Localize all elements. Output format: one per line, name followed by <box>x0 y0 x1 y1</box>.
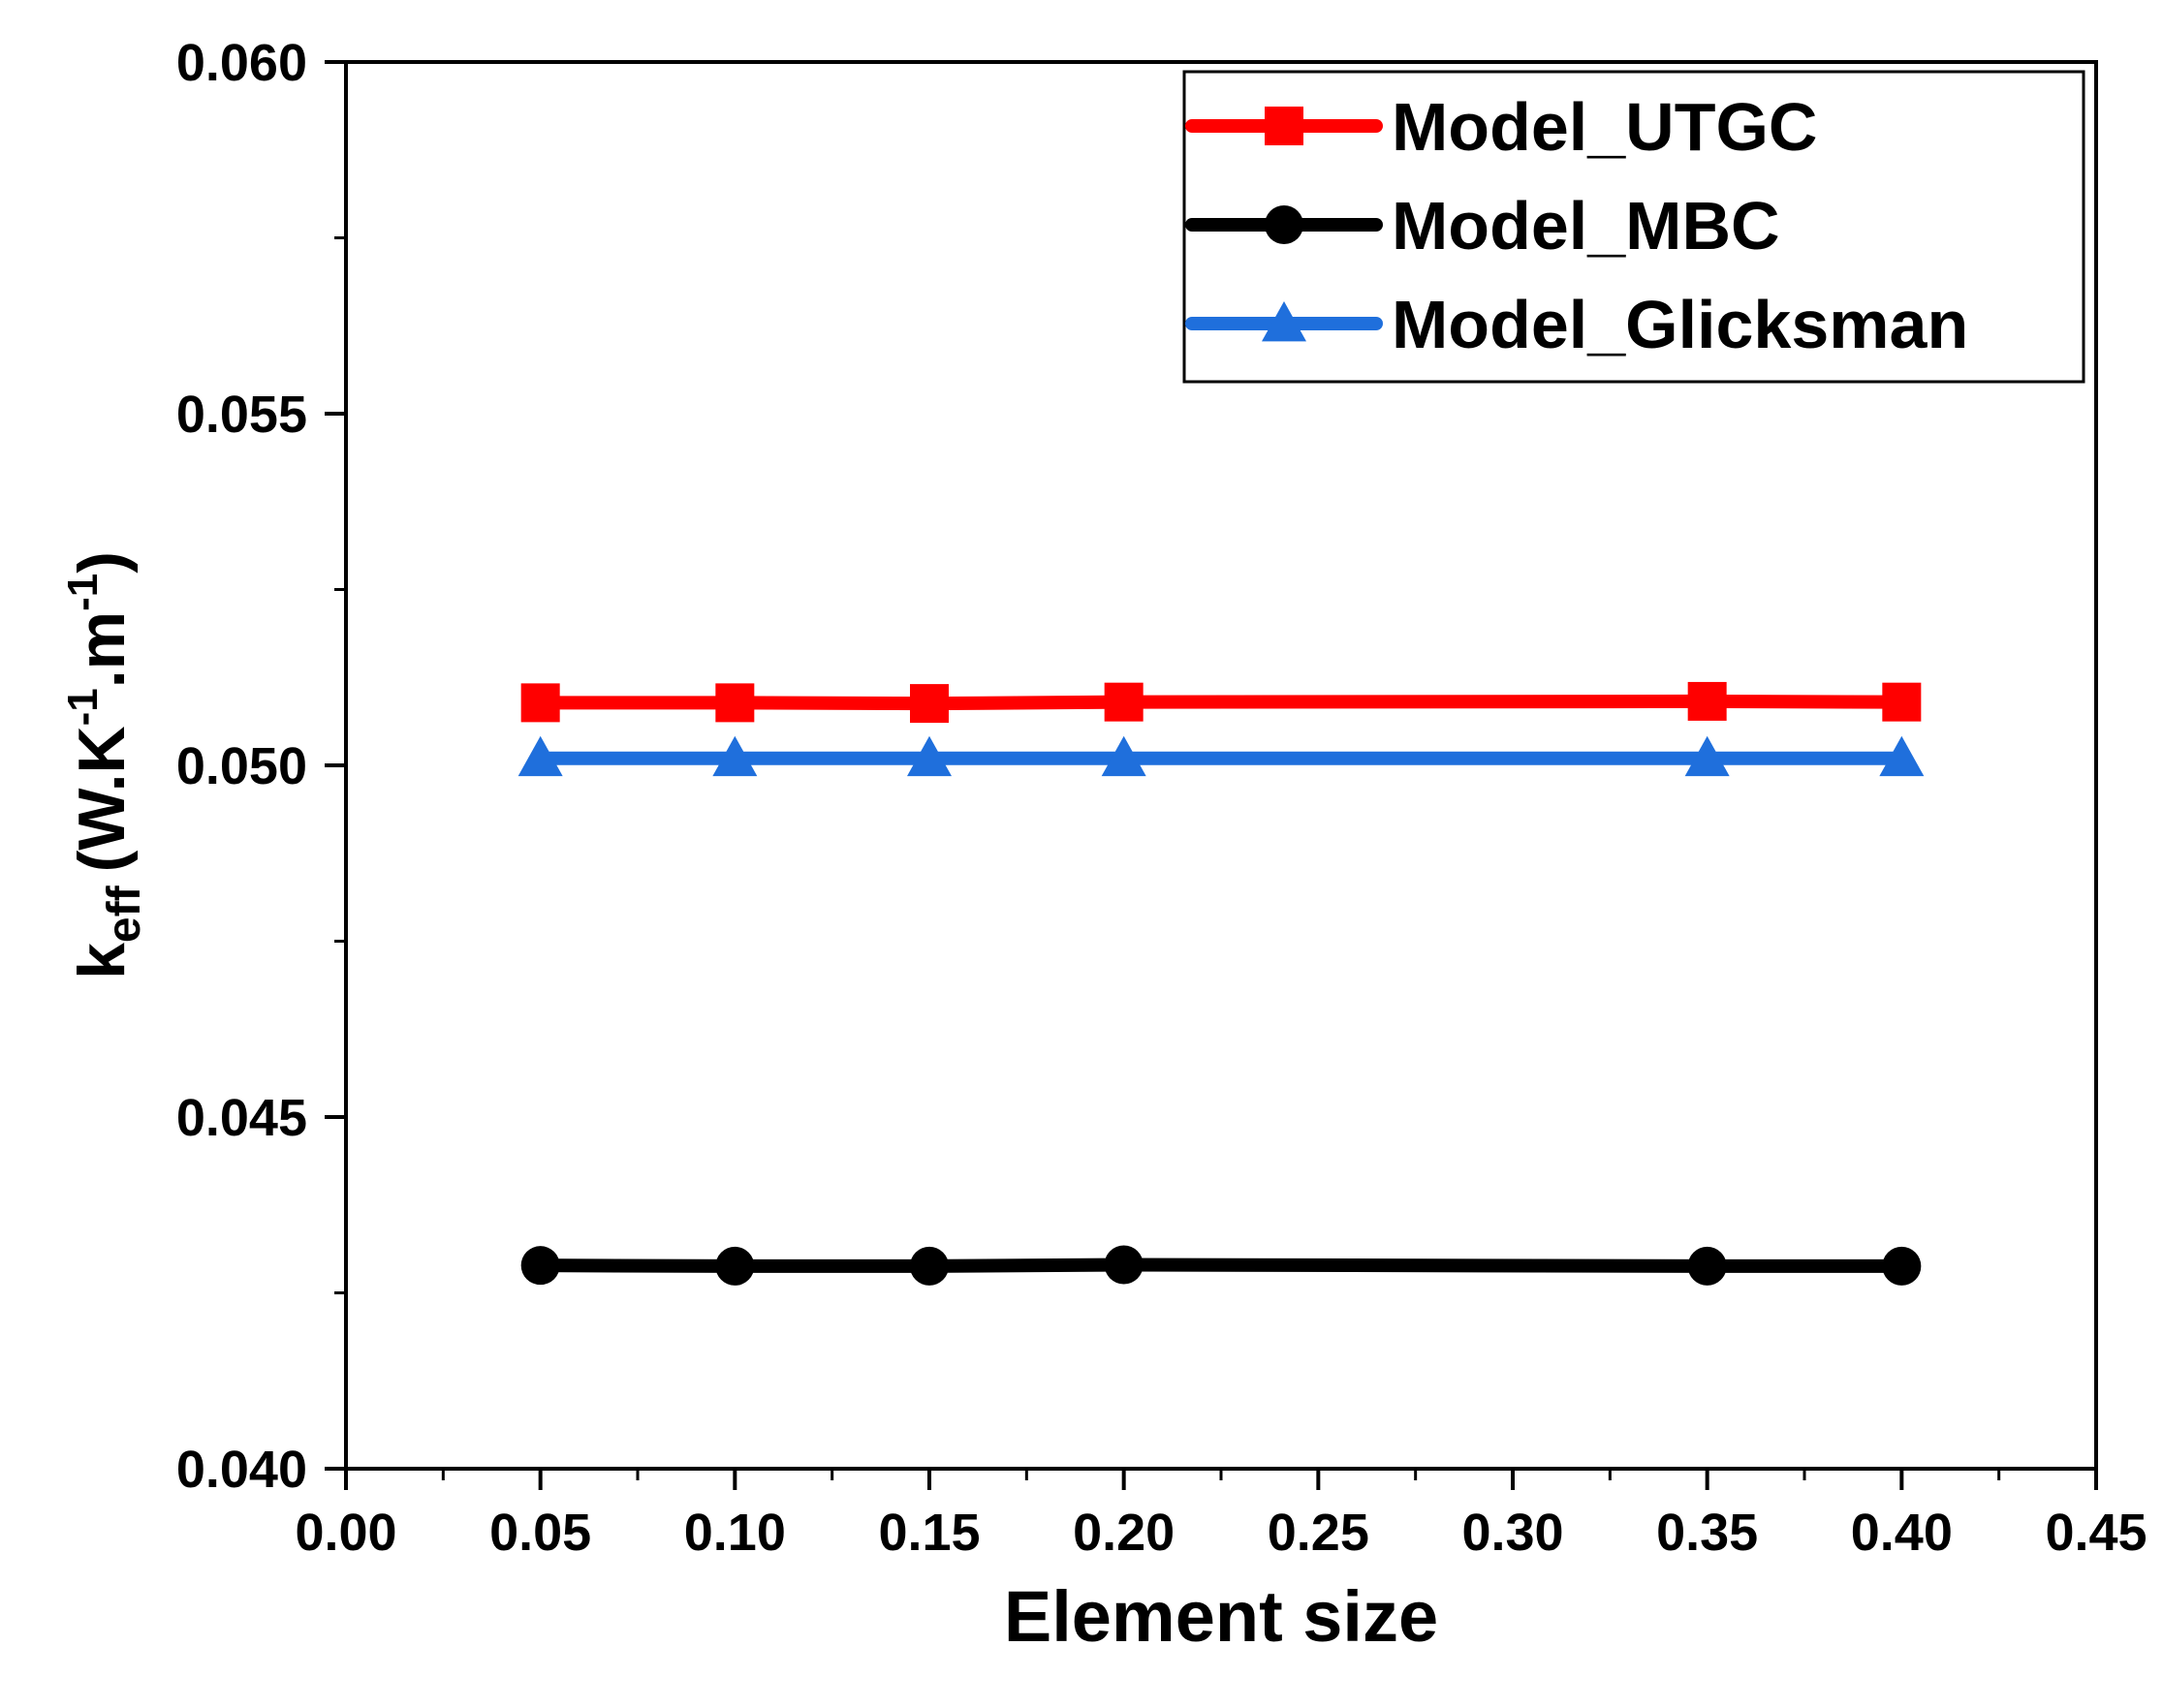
legend-swatch-marker <box>1265 205 1303 244</box>
data-point <box>1104 682 1144 722</box>
series-model-glicksman <box>517 735 1925 777</box>
series-model-mbc <box>520 1245 1922 1286</box>
series-layer <box>517 681 1925 1286</box>
x-axis: 0.00 0.05 0.10 0.15 0.20 0.25 0.30 0.35 0.40 0.45 <box>295 1469 2147 1562</box>
data-point <box>907 735 952 777</box>
x-tick-label: 0.35 <box>1656 1504 1758 1562</box>
x-tick-label: 0.10 <box>684 1504 786 1562</box>
legend-items: Model_UTGC Model_MBC Model_Glicksman <box>1185 89 1968 362</box>
y-axis-exp1: -1 <box>59 688 107 726</box>
y-axis-subscript: eff <box>99 885 150 943</box>
legend-item-model-glicksman: Model_Glicksman <box>1185 287 1968 362</box>
y-axis-units-mid: .m <box>65 611 139 688</box>
legend-item-model-utgc: Model_UTGC <box>1185 89 1817 165</box>
y-axis-symbol: k <box>65 943 139 979</box>
x-tick-label: 0.25 <box>1268 1504 1369 1562</box>
y-tick-label: 0.055 <box>176 386 307 444</box>
series-line <box>540 1258 1902 1273</box>
data-point <box>520 683 560 723</box>
data-point <box>1882 682 1922 722</box>
data-point <box>715 1246 755 1286</box>
x-tick-label: 0.00 <box>295 1504 396 1562</box>
y-tick-label: 0.040 <box>176 1441 307 1499</box>
y-axis-units-suffix: ) <box>65 551 139 574</box>
x-tick-label: 0.40 <box>1851 1504 1953 1562</box>
data-point <box>712 735 758 777</box>
legend-label: Model_MBC <box>1392 188 1780 264</box>
legend-item-model-mbc: Model_MBC <box>1185 188 1780 264</box>
x-tick-label: 0.45 <box>2045 1504 2147 1562</box>
y-tick-label: 0.045 <box>176 1089 307 1147</box>
y-axis: 0.040 0.045 0.050 0.055 0.060 <box>176 34 346 1499</box>
data-point <box>910 684 949 724</box>
data-point <box>1879 735 1925 777</box>
legend-label: Model_UTGC <box>1392 89 1817 165</box>
data-point <box>520 1246 560 1286</box>
y-axis-units-prefix: (W.K <box>65 726 139 872</box>
x-tick-label: 0.20 <box>1073 1504 1175 1562</box>
y-tick-label: 0.050 <box>176 737 307 795</box>
data-point <box>1104 1245 1144 1285</box>
x-tick-label: 0.30 <box>1461 1504 1563 1562</box>
y-tick-label: 0.060 <box>176 34 307 92</box>
data-point <box>1101 735 1146 777</box>
y-axis-exp2: -1 <box>59 574 107 611</box>
x-tick-label: 0.15 <box>878 1504 980 1562</box>
data-point <box>715 683 755 723</box>
legend-swatch-marker <box>1265 107 1303 145</box>
data-point <box>910 1246 949 1286</box>
x-axis-title: Element size <box>1004 1576 1438 1657</box>
y-axis-title: keff(W.K-1.m-1) <box>59 551 150 979</box>
legend-swatch-marker <box>1262 301 1306 342</box>
data-point <box>1882 1246 1922 1286</box>
legend: Model_UTGC Model_MBC Model_Glicksman <box>1182 70 2085 384</box>
series-line <box>540 694 1902 711</box>
data-point <box>1684 735 1730 777</box>
data-point <box>517 735 563 777</box>
legend-label: Model_Glicksman <box>1392 287 1968 362</box>
x-tick-label: 0.05 <box>489 1504 591 1562</box>
data-point <box>1687 681 1727 721</box>
series-model-utgc <box>520 681 1922 724</box>
data-point <box>1687 1246 1727 1286</box>
